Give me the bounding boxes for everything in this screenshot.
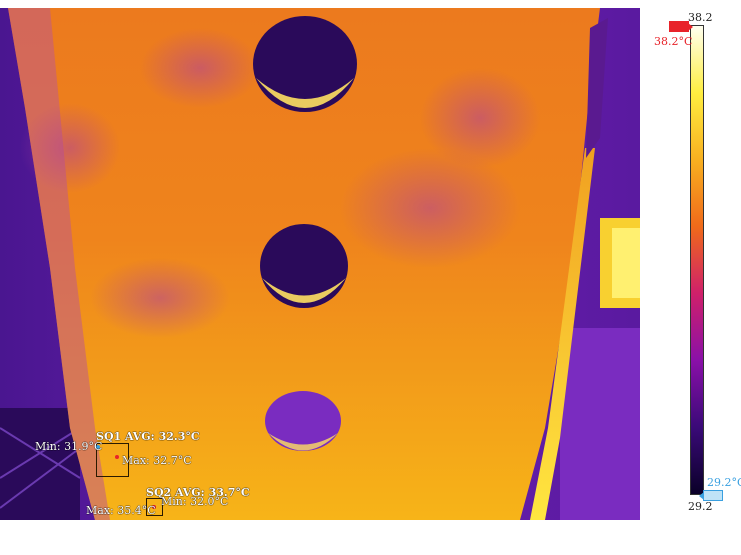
hole-top xyxy=(253,16,357,112)
upper-limit-label: 38.2°C xyxy=(654,35,693,48)
sq1-avg-label: SQ1 AVG: 32.3°C xyxy=(96,430,200,443)
sq1-box[interactable] xyxy=(96,443,129,477)
sq1-max-label: Max: 32.7°C xyxy=(122,454,192,467)
temperature-color-scale xyxy=(690,25,704,495)
sq1-min-label: Min: 31.9°C xyxy=(35,440,103,453)
thermal-image xyxy=(0,8,640,520)
sq2-avg-label: SQ2 AVG: 33.7°C xyxy=(146,486,250,499)
sq2-max-dot xyxy=(152,505,156,509)
sq2-box[interactable] xyxy=(146,498,163,516)
lower-limit-label: 29.2°C xyxy=(707,476,741,489)
lower-limit-marker-icon[interactable] xyxy=(699,490,723,501)
hole-bottom xyxy=(265,391,341,451)
sq1-max-dot xyxy=(115,455,119,459)
upper-limit-marker-icon[interactable] xyxy=(669,21,693,32)
sq1-min-dot xyxy=(96,445,100,449)
sq2-min-label: Min: 32.0°C xyxy=(161,495,229,508)
scale-min-value: 29.2 xyxy=(688,500,713,513)
scale-max-value: 38.2 xyxy=(688,11,713,24)
sq2-max-label: Max: 35.4°C xyxy=(86,504,156,517)
hole-middle xyxy=(260,224,348,308)
